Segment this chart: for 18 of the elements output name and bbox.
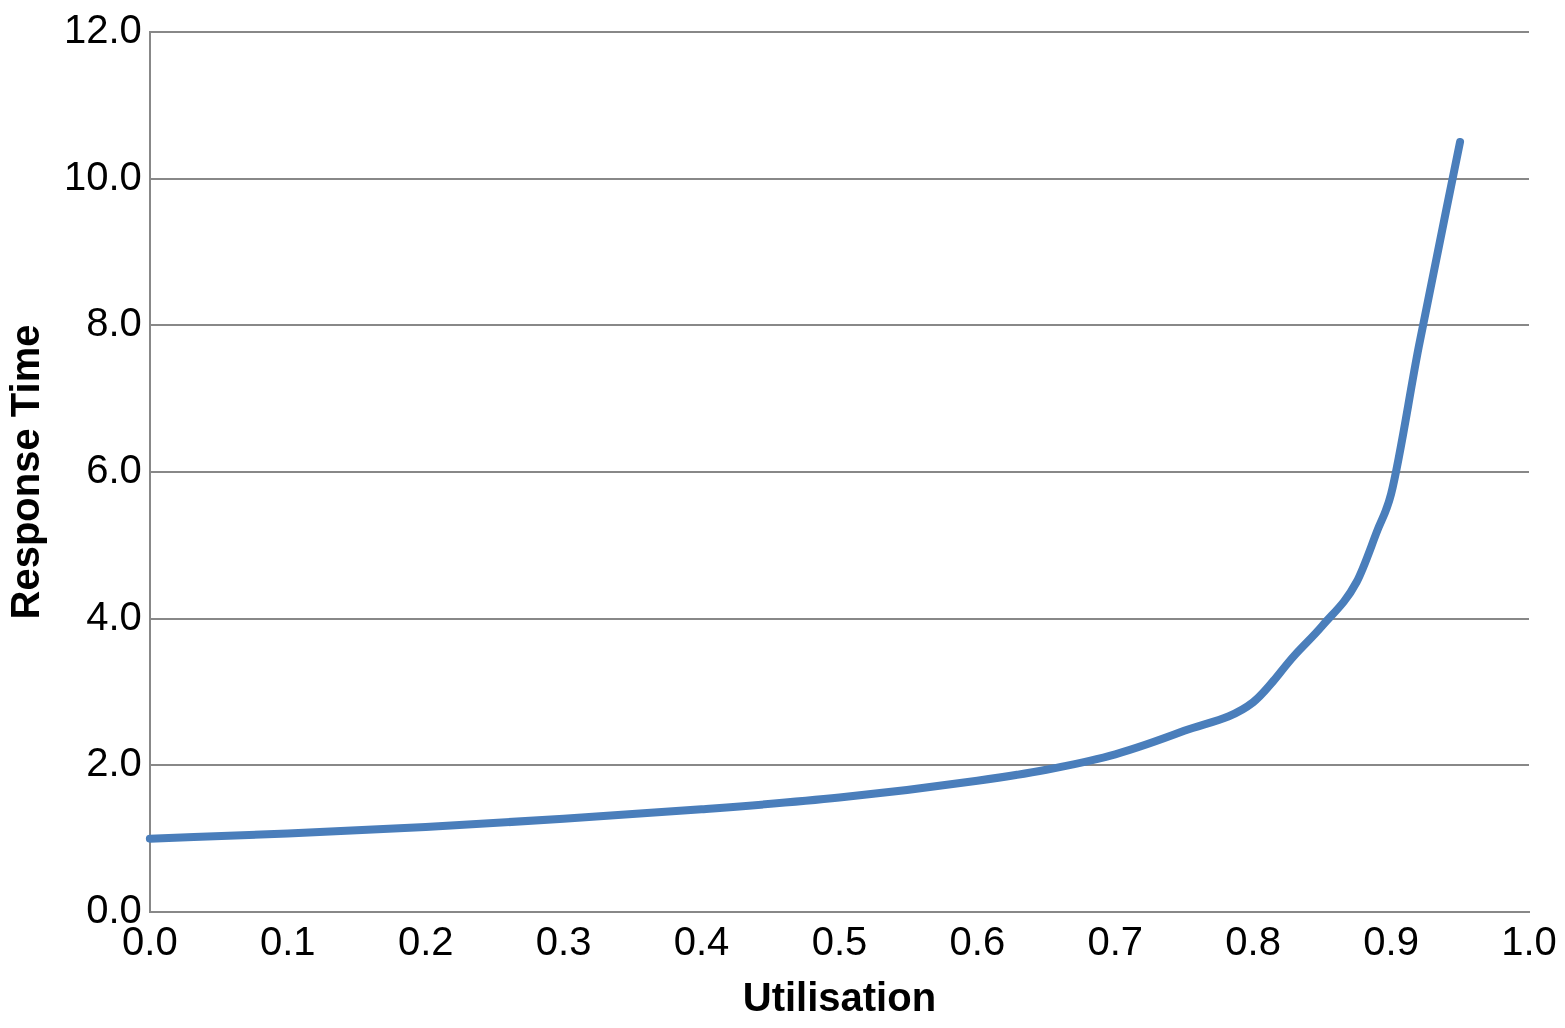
y-tick-label: 4.0 [86,593,142,638]
y-tick-label: 8.0 [86,300,142,345]
x-tick-label: 0.7 [1087,919,1144,964]
x-tick-label: 0.6 [949,919,1006,964]
x-tick-label: 1.0 [1501,919,1557,964]
x-tick-label: 0.9 [1363,919,1419,964]
y-tick-label: 6.0 [86,447,142,492]
x-tick-label: 0.8 [1225,919,1281,964]
x-tick-label: 0.2 [397,919,454,964]
x-axis-title: Utilisation [742,975,937,1020]
y-tick-label: 2.0 [86,740,142,785]
y-axis-title: Response Time [3,324,48,620]
y-tick-label: 10.0 [63,153,142,198]
x-tick-label: 0.3 [535,919,592,964]
y-tick-label: 12.0 [63,7,142,52]
x-tick-label: 0.1 [259,919,316,964]
x-tick-label: 0.5 [811,919,868,964]
x-tick-label: 0.4 [673,919,730,964]
